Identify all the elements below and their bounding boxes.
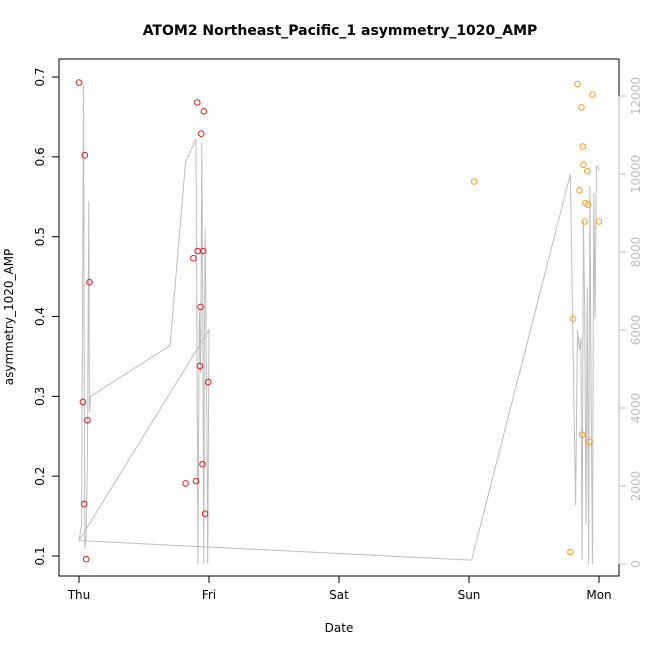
data-point <box>200 108 208 115</box>
data-point <box>578 104 585 111</box>
x-tick-label: Sun <box>458 588 481 602</box>
data-point <box>86 278 93 286</box>
x-tick-label: Thu <box>67 588 91 602</box>
data-point <box>567 548 574 556</box>
y2-tick-label: 6000 <box>629 315 643 346</box>
x-tick-label: Fri <box>202 588 216 602</box>
data-point <box>589 91 596 98</box>
data-point <box>595 218 603 225</box>
y2-tick-label: 8000 <box>629 237 643 268</box>
x-axis: Thu Fri Sat Sun Mon <box>67 575 612 602</box>
data-point <box>194 99 201 106</box>
series-line-path <box>78 84 600 565</box>
data-point <box>84 417 91 424</box>
y-tick-label: 0.3 <box>33 387 47 406</box>
y2-tick-label: 0 <box>629 560 643 568</box>
data-point <box>75 79 83 86</box>
data-point <box>197 130 205 137</box>
y-axis-left: 0.1 0.2 0.3 0.4 0.5 0.6 0.7 <box>33 67 60 566</box>
data-point <box>190 254 197 262</box>
y-axis-label: asymmetry_1020_AMP <box>2 249 16 386</box>
data-point <box>578 431 586 439</box>
y2-tick-label: 4000 <box>629 393 643 424</box>
x-tick-label: Mon <box>586 588 611 602</box>
y-tick-label: 0.7 <box>33 67 47 86</box>
y-tick-label: 0.4 <box>33 307 47 326</box>
data-point <box>80 500 88 508</box>
data-point <box>579 143 587 150</box>
y-tick-label: 0.1 <box>33 546 47 565</box>
data-point <box>201 510 209 518</box>
y2-tick-label: 12000 <box>629 77 643 115</box>
y2-tick-label: 2000 <box>629 471 643 502</box>
data-point <box>197 303 204 311</box>
y-tick-label: 0.6 <box>33 147 47 166</box>
data-point <box>470 178 478 185</box>
data-point <box>182 480 189 487</box>
data-point <box>79 398 87 406</box>
y2-tick-label: 10000 <box>629 155 643 193</box>
gray-series-line <box>78 84 600 565</box>
data-point <box>196 362 204 370</box>
data-point <box>576 187 583 194</box>
data-point <box>586 438 593 446</box>
data-point <box>199 247 207 255</box>
chart-title: ATOM2 Northeast_Pacific_1 asymmetry_1020… <box>143 23 538 39</box>
data-point <box>569 315 577 323</box>
data-point <box>584 201 592 208</box>
scatter-points <box>75 79 603 563</box>
data-point <box>574 80 581 88</box>
y-tick-label: 0.2 <box>33 467 47 486</box>
data-point <box>580 161 587 169</box>
plot-frame <box>58 58 620 577</box>
data-point <box>194 247 201 255</box>
data-point <box>81 151 89 159</box>
y-axis-right: 0 2000 4000 6000 8000 10000 12000 <box>618 77 643 568</box>
data-point <box>581 218 589 225</box>
data-point <box>205 378 212 386</box>
data-point <box>82 555 90 563</box>
data-point <box>584 167 591 175</box>
y-tick-label: 0.5 <box>33 227 47 246</box>
data-point <box>199 460 206 468</box>
x-tick-label: Sat <box>329 588 349 602</box>
data-point <box>192 477 200 485</box>
x-axis-label: Date <box>325 621 354 635</box>
